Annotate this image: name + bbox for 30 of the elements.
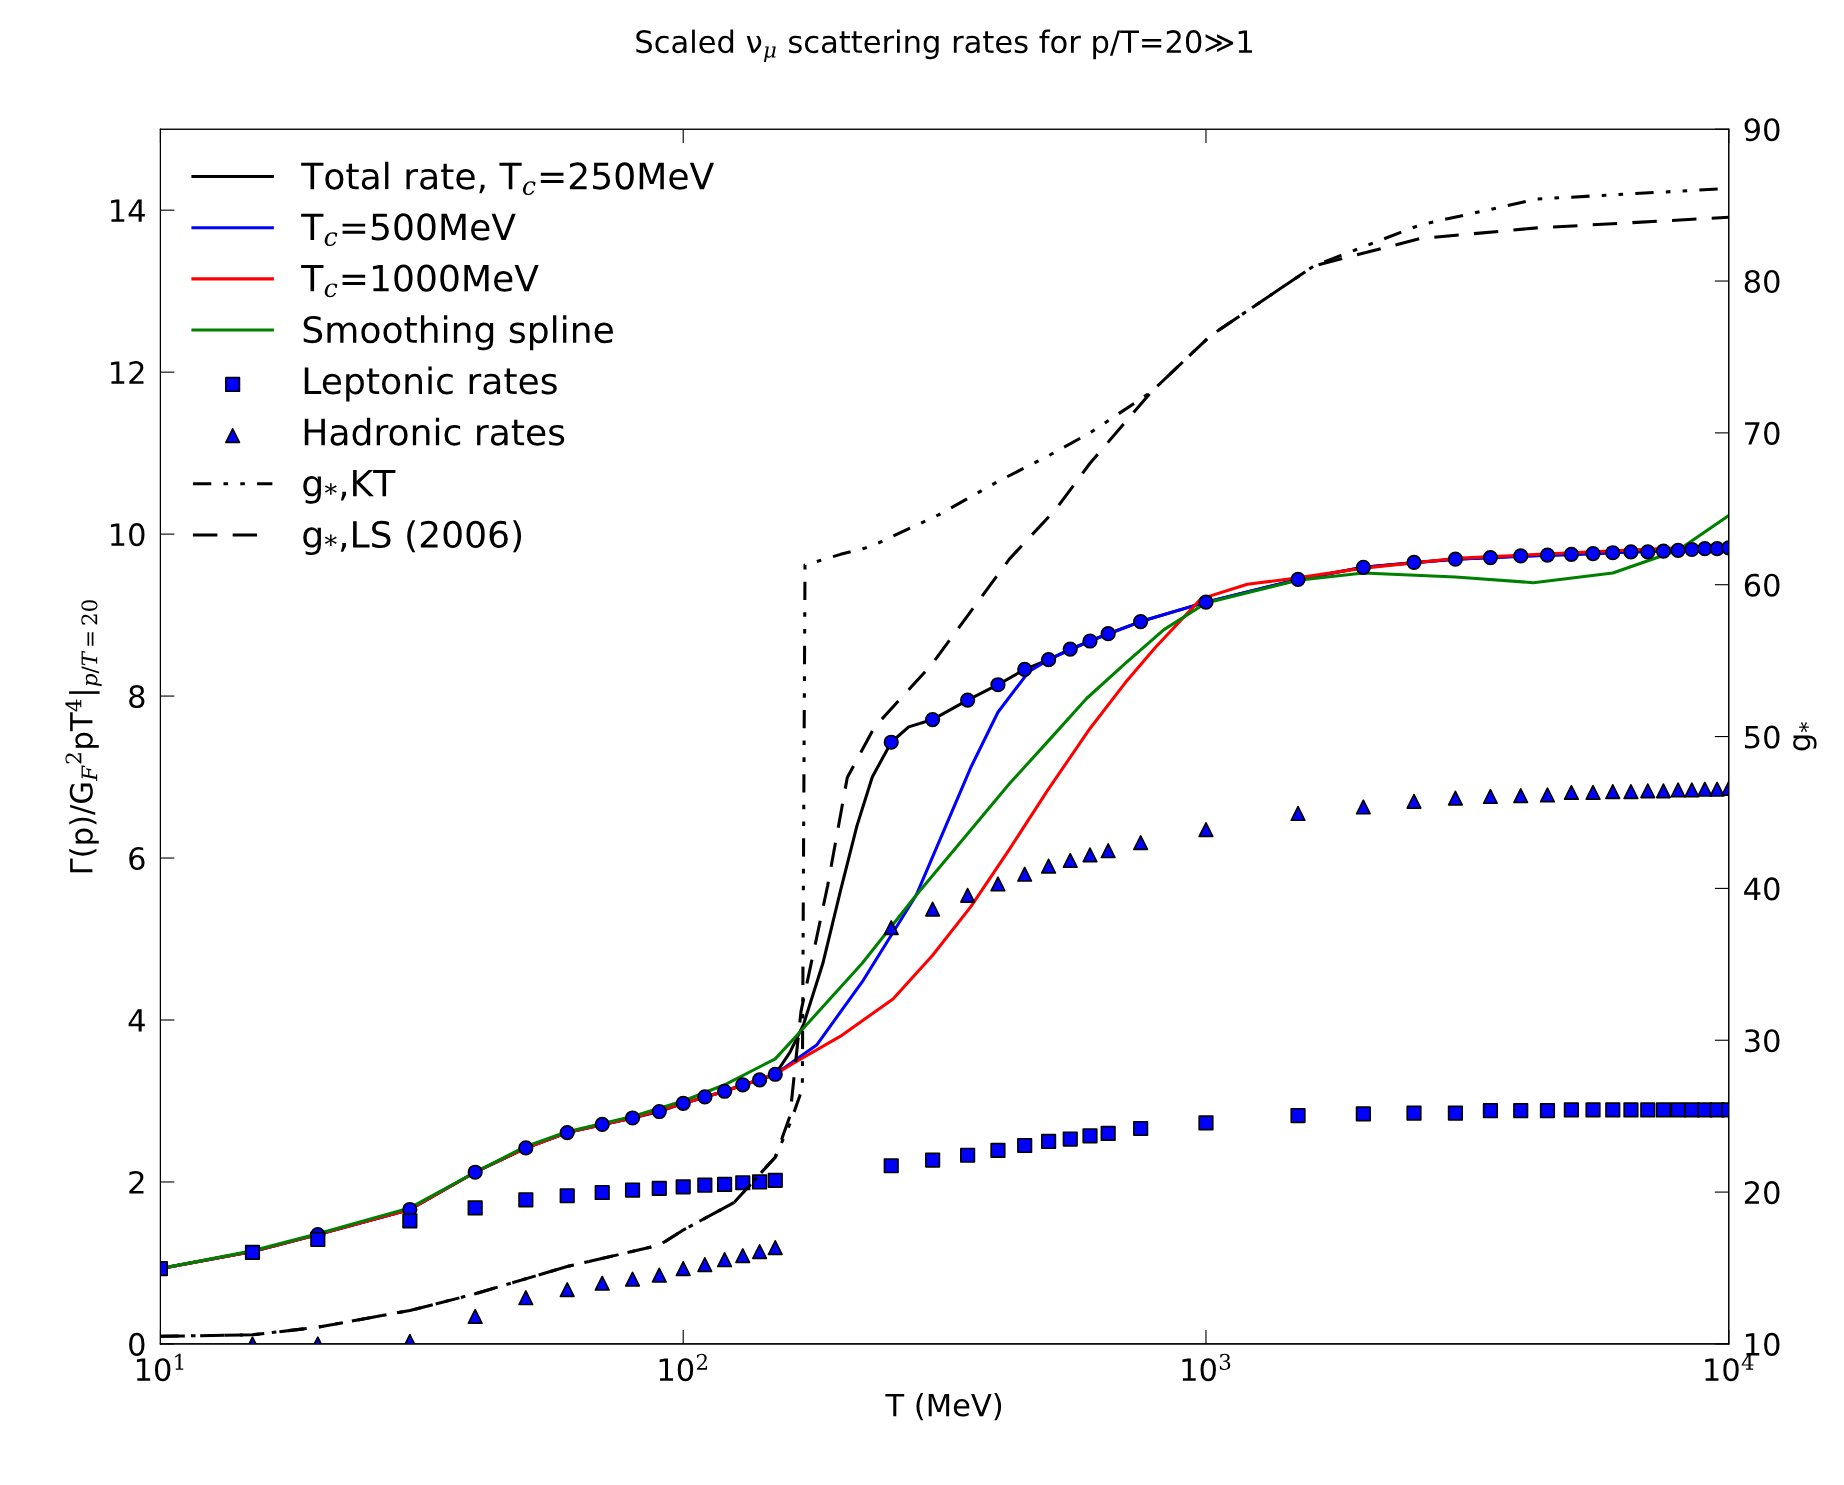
y2-tick-label: 40 bbox=[1744, 877, 1780, 901]
y2-tick-label: 20 bbox=[1744, 1181, 1780, 1205]
y2-axis-title: g$_{*}$ bbox=[1793, 722, 1817, 751]
x-tick-label: 10$^{2}$ bbox=[659, 1353, 707, 1382]
y2-tick-label: 70 bbox=[1745, 421, 1780, 445]
y-tick-label: 8 bbox=[129, 685, 145, 709]
x-tick-label: 10$^{3}$ bbox=[1182, 1353, 1231, 1382]
y2-tick-label: 30 bbox=[1744, 1029, 1780, 1053]
legend-label: Leptonic rates bbox=[304, 366, 557, 402]
y-tick-label: 6 bbox=[129, 846, 145, 871]
y-tick-label: 2 bbox=[129, 1170, 144, 1194]
legend-label: g$_{*}$,KT bbox=[303, 469, 396, 504]
x-axis-title: T (MeV) bbox=[885, 1392, 1002, 1421]
legend-label: Smoothing spline bbox=[303, 315, 613, 351]
legend-label: Total rate, T$_{c}$=250MeV bbox=[301, 161, 714, 196]
y-tick-label: 12 bbox=[111, 361, 144, 384]
y-tick-label: 10 bbox=[111, 523, 145, 547]
legend-label: T$_{c}$=1000MeV bbox=[301, 264, 539, 298]
chart-title: Scaled ν$_{μ}$ scattering rates for p/T=20≫1 bbox=[636, 29, 1252, 63]
y2-tick-label: 80 bbox=[1744, 269, 1780, 294]
legend-label: Hadronic rates bbox=[304, 417, 565, 446]
y2-tick-label: 50 bbox=[1745, 725, 1780, 749]
legend-label: T$_{c}$=500MeV bbox=[301, 213, 516, 247]
y-axis-title: Γ(p)/G$_{F}$$^{2}$pT$^{4}$|$_{p/T=20}$ bbox=[65, 600, 102, 873]
legend-label: g$_{*}$,LS (2006) bbox=[303, 520, 522, 556]
y2-tick-label: 60 bbox=[1744, 573, 1780, 597]
y2-tick-label: 10 bbox=[1745, 1332, 1780, 1356]
y2-tick-label: 90 bbox=[1744, 118, 1780, 142]
y-tick-label: 14 bbox=[111, 199, 145, 222]
y-tick-label: 4 bbox=[128, 1009, 145, 1032]
